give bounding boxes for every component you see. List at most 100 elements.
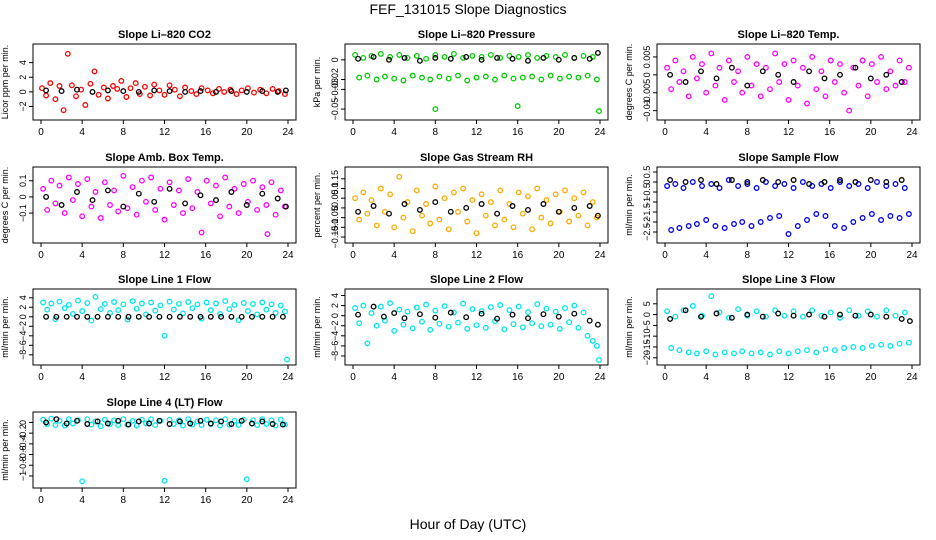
data-point [716, 309, 723, 316]
panel-5: Slope Gas Stream RH percent per min. 0 4 8 12… [312, 152, 609, 261]
data-point [187, 420, 194, 427]
data-point [120, 172, 127, 179]
data-point [482, 324, 489, 331]
x-tick-label: 20 [553, 127, 565, 138]
data-point [79, 478, 86, 485]
y-axis-label: degrees C per min. [0, 167, 10, 244]
data-point [377, 50, 384, 57]
data-point [75, 181, 81, 187]
y-tick-label: 0 [18, 314, 28, 319]
plot-frame [32, 43, 297, 121]
data-point [708, 293, 715, 300]
data-point [575, 212, 582, 219]
data-point [56, 83, 63, 89]
y-tick-label: −0.01 [642, 99, 652, 122]
data-point [432, 106, 439, 113]
x-tick-label: 8 [121, 127, 127, 138]
x-tick-label: 4 [391, 250, 397, 261]
data-point [716, 185, 723, 191]
data-point [277, 416, 284, 423]
y-axis-label: ml/min per min. [0, 419, 10, 481]
data-point [868, 211, 875, 217]
data-point [776, 213, 783, 219]
data-point [693, 221, 700, 227]
x-tick-label: 20 [241, 127, 253, 138]
data-point [664, 183, 671, 189]
x-tick-label: 24 [906, 372, 918, 383]
data-point [492, 76, 498, 83]
data-point [166, 185, 173, 192]
data-point [905, 339, 912, 346]
data-point [538, 323, 545, 330]
data-point [432, 51, 439, 58]
y-tick-label: −0.6 [18, 446, 28, 464]
data-point [396, 306, 403, 313]
data-point [151, 81, 158, 88]
data-point [213, 182, 219, 189]
data-point [556, 75, 563, 82]
data-point [515, 53, 522, 60]
data-point [898, 315, 905, 322]
data-point [43, 87, 50, 94]
data-point [373, 76, 380, 83]
data-point [772, 50, 779, 57]
data-point [785, 231, 792, 237]
x-tick-label: 4 [79, 250, 85, 261]
y-axis-label: ml/min per min. [0, 296, 10, 358]
data-point [268, 301, 275, 308]
data-point [244, 308, 251, 315]
panel-7: Slope Line 1 Flow ml/min per min. 0 4 8 12 16 2… [0, 274, 297, 383]
data-point [238, 313, 245, 320]
y-tick-label: −0.4 [18, 435, 28, 453]
x-tick-label: 4 [391, 127, 397, 138]
data-point [352, 305, 359, 312]
panel-8: Slope Line 2 Flow ml/min per min. 0 4 8 12 16 2… [312, 274, 609, 383]
x-tick-label: 8 [745, 372, 751, 383]
y-axis-label: ml/min per min. [624, 174, 634, 236]
data-point [143, 198, 149, 205]
data-point [166, 421, 173, 427]
data-point [464, 218, 471, 225]
data-point [217, 213, 224, 220]
data-point [594, 49, 601, 56]
x-tick-label: 12 [159, 495, 171, 506]
data-point [837, 179, 843, 185]
y-tick-label: 2 [330, 303, 340, 308]
data-point [250, 417, 256, 424]
data-point [892, 312, 899, 319]
data-point [676, 225, 683, 231]
data-point [781, 181, 788, 187]
data-point [699, 61, 705, 68]
data-point [469, 306, 476, 313]
data-point [501, 326, 508, 333]
data-point [712, 351, 719, 358]
data-point [874, 79, 880, 85]
data-point [185, 299, 192, 305]
data-point [837, 314, 843, 321]
x-tick-label: 8 [121, 250, 127, 261]
data-point [419, 212, 425, 219]
data-point [478, 201, 485, 207]
data-point [680, 185, 687, 191]
data-point [525, 57, 531, 64]
data-point [896, 340, 903, 347]
panel-title: Slope Line 4 (LT) Flow [107, 397, 223, 409]
y-tick-label: −0.2 [18, 424, 28, 442]
data-point [187, 313, 194, 320]
data-point [463, 204, 470, 211]
data-point [555, 313, 562, 320]
data-point [667, 315, 674, 322]
data-point [519, 210, 526, 217]
data-point [240, 300, 247, 306]
data-point [427, 220, 434, 227]
data-point [89, 88, 96, 95]
data-point [859, 215, 866, 221]
data-point [74, 313, 80, 320]
data-point [432, 199, 439, 206]
data-point [762, 64, 769, 71]
data-point [254, 311, 261, 318]
data-point [794, 223, 801, 229]
y-tick-label: −4 [18, 331, 28, 341]
data-point [355, 208, 362, 215]
y-tick-label: −0.8 [18, 456, 28, 474]
